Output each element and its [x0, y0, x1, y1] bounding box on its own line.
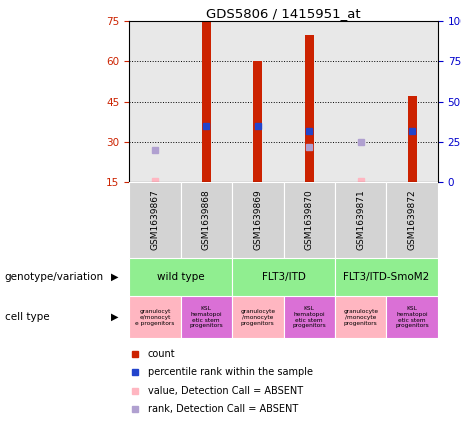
Text: genotype/variation: genotype/variation	[5, 272, 104, 282]
Text: cell type: cell type	[5, 312, 49, 322]
Title: GDS5806 / 1415951_at: GDS5806 / 1415951_at	[206, 7, 361, 20]
Text: GSM1639869: GSM1639869	[253, 190, 262, 250]
Bar	[335, 296, 386, 338]
Text: GSM1639871: GSM1639871	[356, 190, 365, 250]
Text: granulocyte
/monocyte
progenitors: granulocyte /monocyte progenitors	[343, 309, 378, 326]
Bar	[181, 182, 232, 258]
Text: value, Detection Call = ABSENT: value, Detection Call = ABSENT	[148, 386, 303, 396]
Bar	[253, 61, 262, 182]
Text: GSM1639867: GSM1639867	[150, 190, 160, 250]
Text: ▶: ▶	[111, 312, 118, 322]
Bar	[305, 35, 314, 182]
Text: count: count	[148, 349, 175, 359]
Bar	[335, 258, 438, 296]
Text: granulocyt
e/monocyt
e progenitors: granulocyt e/monocyt e progenitors	[135, 309, 175, 326]
Text: KSL
hematopoi
etic stem
progenitors: KSL hematopoi etic stem progenitors	[396, 306, 429, 328]
Text: granulocyte
/monocyte
progenitors: granulocyte /monocyte progenitors	[240, 309, 275, 326]
Text: KSL
hematopoi
etic stem
progenitors: KSL hematopoi etic stem progenitors	[292, 306, 326, 328]
Bar	[386, 296, 438, 338]
Text: KSL
hematopoi
etic stem
progenitors: KSL hematopoi etic stem progenitors	[189, 306, 223, 328]
Text: GSM1639872: GSM1639872	[408, 190, 417, 250]
Bar	[232, 182, 284, 258]
Bar	[129, 258, 232, 296]
Bar	[232, 296, 284, 338]
Text: rank, Detection Call = ABSENT: rank, Detection Call = ABSENT	[148, 404, 298, 415]
Text: wild type: wild type	[157, 272, 204, 282]
Bar	[181, 296, 232, 338]
Text: percentile rank within the sample: percentile rank within the sample	[148, 367, 313, 377]
Text: GSM1639868: GSM1639868	[202, 190, 211, 250]
Text: GSM1639870: GSM1639870	[305, 190, 314, 250]
Bar	[232, 258, 335, 296]
Bar	[335, 182, 386, 258]
Text: FLT3/ITD-SmoM2: FLT3/ITD-SmoM2	[343, 272, 430, 282]
Bar	[284, 182, 335, 258]
Bar	[129, 182, 181, 258]
Bar	[408, 96, 417, 182]
Bar	[201, 21, 211, 182]
Bar	[284, 296, 335, 338]
Text: ▶: ▶	[111, 272, 118, 282]
Text: FLT3/ITD: FLT3/ITD	[261, 272, 306, 282]
Bar	[129, 296, 181, 338]
Bar	[386, 182, 438, 258]
